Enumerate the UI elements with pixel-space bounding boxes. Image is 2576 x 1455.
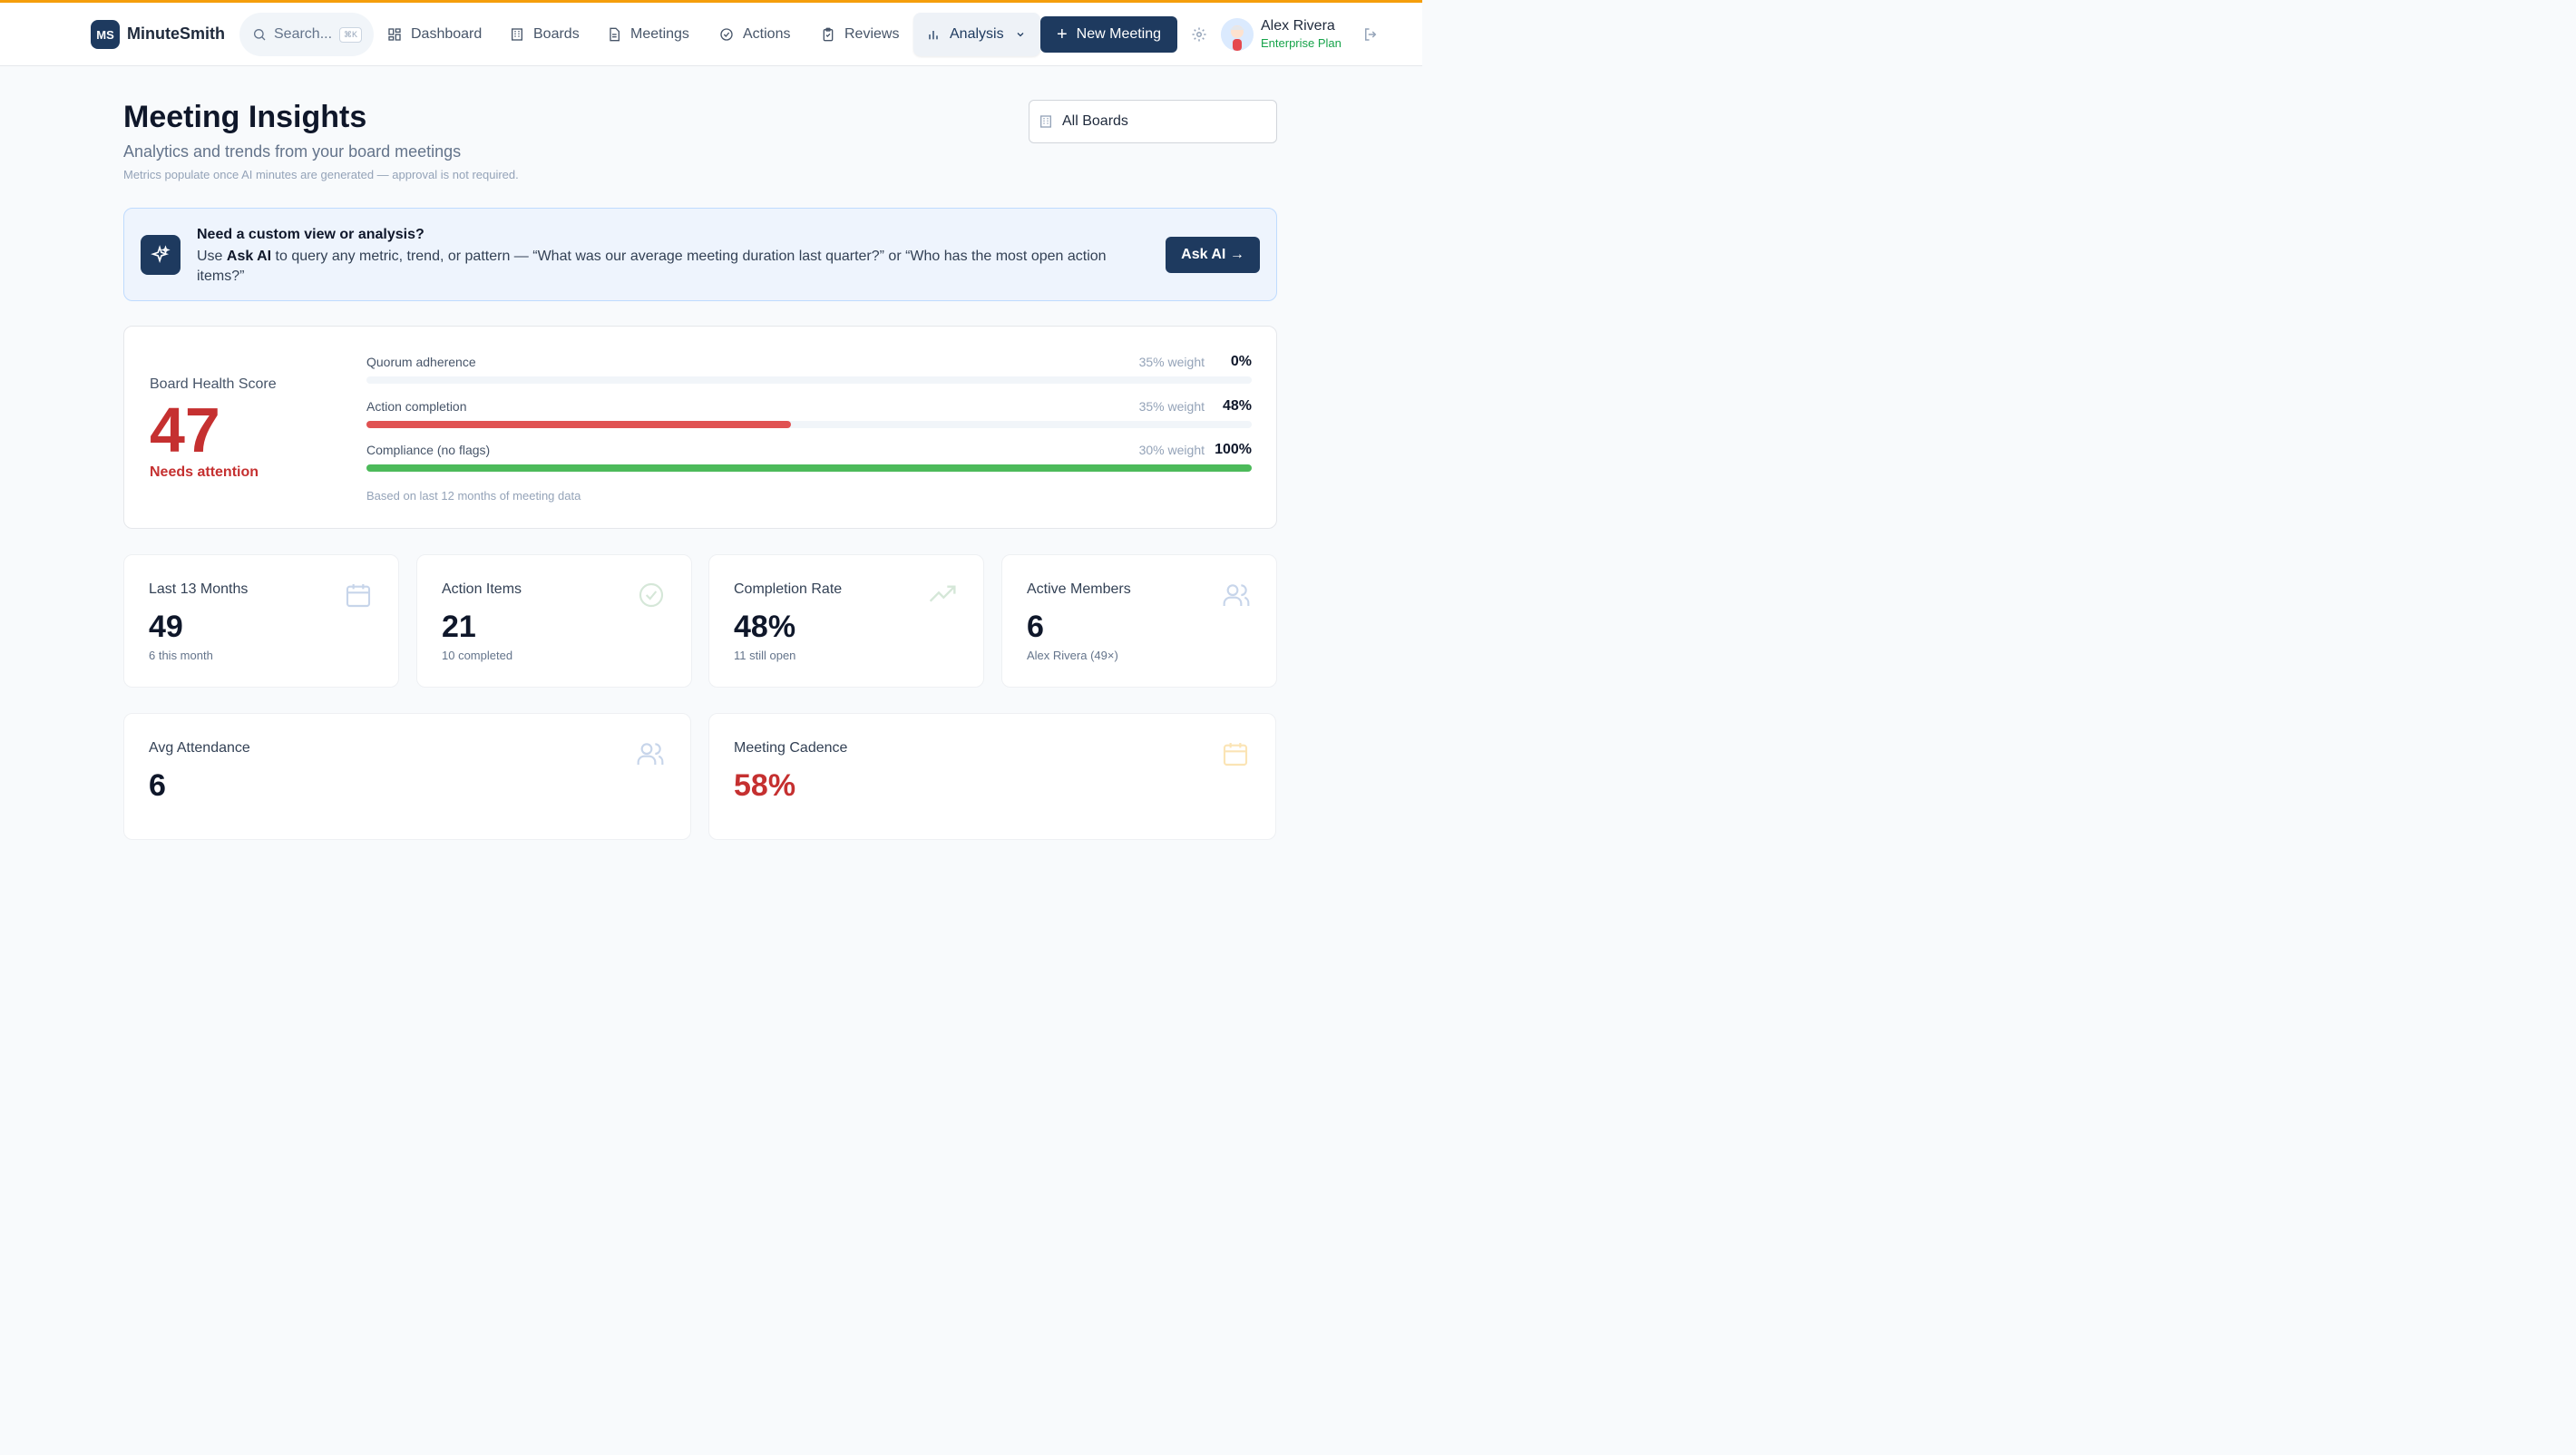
- search-icon: [254, 29, 266, 41]
- page-note: Metrics populate once AI minutes are gen…: [123, 168, 519, 181]
- board-filter-value: All Boards: [1062, 113, 1128, 129]
- search-input[interactable]: Search... ⌘K: [239, 13, 374, 56]
- stat-card-meetings[interactable]: Last 13 Months 49 6 this month: [123, 554, 399, 688]
- building-icon: [512, 28, 522, 41]
- nav-boards-label: Boards: [533, 26, 580, 42]
- check-circle-icon: [720, 28, 733, 41]
- plus-icon: +: [1056, 24, 1068, 44]
- metric-value: 0%: [1230, 354, 1252, 369]
- metric-weight: 30% weight: [1138, 443, 1205, 457]
- ask-ai-button[interactable]: Ask AI →: [1166, 237, 1260, 273]
- avatar[interactable]: [1221, 18, 1254, 51]
- metric-label: Quorum adherence: [366, 355, 476, 369]
- new-meeting-label: New Meeting: [1076, 26, 1162, 42]
- board-filter-select[interactable]: All Boards: [1029, 100, 1277, 143]
- page-subtitle: Analytics and trends from your board mee…: [123, 142, 462, 161]
- gear-icon[interactable]: [1191, 26, 1207, 43]
- health-score-value: 47: [150, 395, 220, 465]
- stat-card-avg-attendance[interactable]: Avg Attendance 6: [123, 713, 691, 840]
- nav-dashboard-label: Dashboard: [411, 26, 483, 42]
- metric-weight: 35% weight: [1138, 355, 1205, 369]
- stat-subtext: 10 completed: [442, 649, 513, 662]
- metric-weight: 35% weight: [1138, 399, 1205, 414]
- board-health-card: Board Health Score 47 Needs attention Qu…: [123, 326, 1277, 529]
- top-accent-line: [0, 0, 1422, 3]
- stat-card-active-members[interactable]: Active Members 6 Alex Rivera (49×): [1001, 554, 1277, 688]
- stat-label: Completion Rate: [734, 581, 843, 597]
- chevron-down-icon: [1017, 33, 1024, 37]
- grid-icon: [388, 28, 401, 41]
- stat-label: Meeting Cadence: [734, 740, 848, 756]
- app-name[interactable]: MinuteSmith: [127, 24, 225, 43]
- users-icon: [637, 743, 664, 765]
- metric-action-completion: Action completion 35% weight 48%: [366, 398, 1252, 428]
- nav-meetings[interactable]: Meetings: [607, 13, 689, 56]
- health-footnote: Based on last 12 months of meeting data: [366, 489, 581, 503]
- stat-subtext: 11 still open: [734, 649, 796, 662]
- stat-label: Last 13 Months: [149, 581, 249, 597]
- search-shortcut: ⌘K: [339, 26, 363, 43]
- ask-ai-title: Need a custom view or analysis?: [197, 227, 424, 242]
- stat-value: 6: [1027, 610, 1044, 644]
- nav-dashboard[interactable]: Dashboard: [387, 13, 482, 56]
- user-plan: Enterprise Plan: [1261, 36, 1342, 50]
- nav-boards[interactable]: Boards: [510, 13, 580, 56]
- sparkles-icon: [141, 235, 181, 275]
- nav-analysis-label: Analysis: [950, 26, 1004, 42]
- stat-card-meeting-cadence[interactable]: Meeting Cadence 58%: [708, 713, 1276, 840]
- logout-icon[interactable]: [1362, 26, 1379, 43]
- check-circle-icon: [639, 582, 664, 608]
- metric-value: 48%: [1222, 398, 1252, 414]
- page-title: Meeting Insights: [123, 100, 367, 134]
- ask-ai-banner: Need a custom view or analysis? Use Ask …: [123, 208, 1277, 301]
- metric-fill: [366, 421, 792, 428]
- clipboard-check-icon: [823, 27, 834, 42]
- metric-label: Compliance (no flags): [366, 443, 491, 457]
- calendar-icon: [346, 584, 371, 608]
- health-score-status: Needs attention: [150, 464, 259, 480]
- nav-actions-label: Actions: [743, 26, 791, 42]
- stat-value: 21: [442, 610, 476, 644]
- stat-label: Active Members: [1027, 581, 1131, 597]
- new-meeting-button[interactable]: + New Meeting: [1040, 16, 1177, 53]
- metric-compliance: Compliance (no flags) 30% weight 100%: [366, 442, 1252, 472]
- stat-label: Avg Attendance: [149, 740, 250, 756]
- document-icon: [610, 27, 620, 42]
- calendar-icon: [1223, 743, 1248, 767]
- stat-card-completion-rate[interactable]: Completion Rate 48% 11 still open: [708, 554, 984, 688]
- nav-meetings-label: Meetings: [630, 26, 689, 42]
- metric-track: [366, 376, 1252, 384]
- stat-card-action-items[interactable]: Action Items 21 10 completed: [416, 554, 692, 688]
- trending-up-icon: [929, 585, 956, 602]
- stat-value: 58%: [734, 768, 796, 803]
- building-icon: [1040, 115, 1051, 128]
- nav-analysis[interactable]: Analysis: [913, 13, 1040, 56]
- metric-track: [366, 464, 1252, 472]
- stat-value: 49: [149, 610, 183, 644]
- avatar-illustration: [1221, 18, 1254, 51]
- stat-label: Action Items: [442, 581, 522, 597]
- stat-subtext: Alex Rivera (49×): [1027, 649, 1118, 662]
- metric-track: [366, 421, 1252, 428]
- nav-reviews[interactable]: Reviews: [821, 13, 899, 56]
- stat-value: 6: [149, 768, 166, 803]
- users-icon: [1223, 584, 1250, 606]
- stat-subtext: 6 this month: [149, 649, 213, 662]
- metric-fill: [366, 464, 1252, 472]
- metric-quorum-adherence: Quorum adherence 35% weight 0%: [366, 354, 1252, 384]
- search-placeholder: Search...: [274, 26, 333, 42]
- nav-actions[interactable]: Actions: [719, 13, 790, 56]
- metric-label: Action completion: [366, 399, 467, 414]
- health-score-label: Board Health Score: [150, 376, 277, 392]
- top-nav: MS MinuteSmith Search... ⌘K Dashboard Bo…: [0, 3, 1422, 66]
- nav-reviews-label: Reviews: [844, 26, 900, 42]
- ask-ai-description: Use Ask AI to query any metric, trend, o…: [197, 249, 1107, 284]
- user-name[interactable]: Alex Rivera: [1261, 18, 1335, 34]
- logo-badge[interactable]: MS: [91, 20, 120, 49]
- bar-chart-icon: [929, 31, 938, 40]
- stat-value: 48%: [734, 610, 796, 644]
- metric-value: 100%: [1215, 442, 1252, 457]
